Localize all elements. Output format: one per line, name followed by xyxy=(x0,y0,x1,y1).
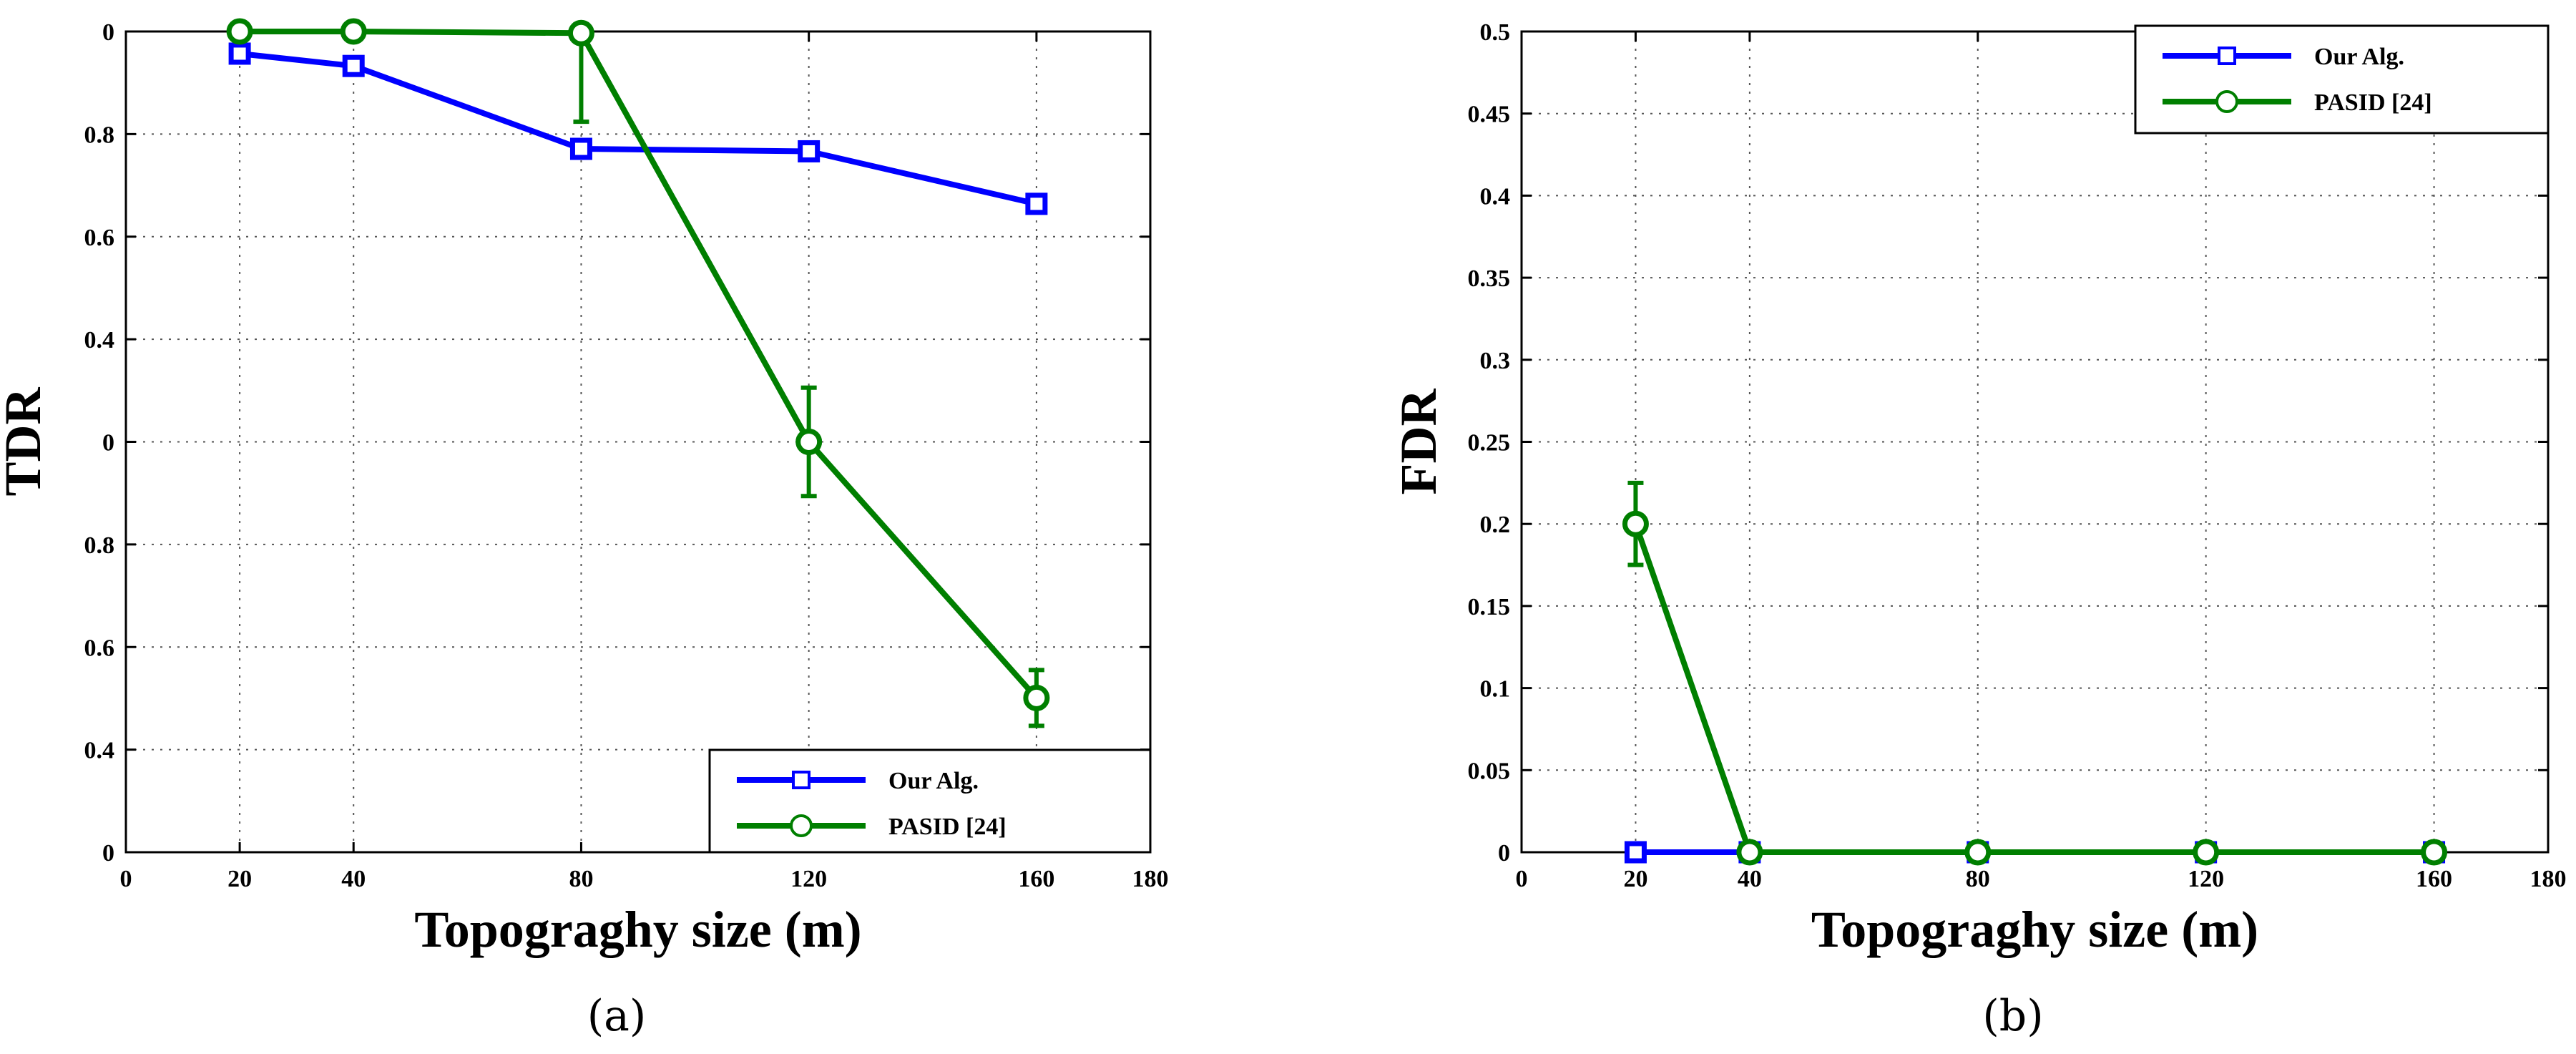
y-tick-label: 0.8 xyxy=(84,532,115,559)
y-tick-label: 0.35 xyxy=(1468,265,1511,292)
y-tick-label: 0.4 xyxy=(1480,183,1511,210)
y-tick-label: 0.05 xyxy=(1468,758,1511,784)
panel-a-chart: 0 20 40 80 120 160 180 0 0.4 0.6 0.8 0 0.4 0.6 0.8 0 Top… xyxy=(0,18,1169,1041)
y-tick-label: 0.15 xyxy=(1468,594,1511,620)
y-tick-label: 0.2 xyxy=(1480,512,1511,538)
y-tick-label: 0.6 xyxy=(84,225,115,251)
legend-label: Our Alg. xyxy=(2314,44,2404,70)
x-axis-title: Topograghy size (m) xyxy=(1811,901,2258,958)
data-point-square xyxy=(342,54,365,77)
data-point-circle xyxy=(1622,510,1649,537)
legend-box xyxy=(2134,24,2550,135)
x-tick-label: 20 xyxy=(1623,866,1647,892)
legend-marker-circle xyxy=(790,814,813,837)
y-tick-label: 0.45 xyxy=(1468,102,1511,128)
data-point-circle xyxy=(1964,839,1992,866)
legend-label: PASID [24] xyxy=(888,814,1007,840)
y-tick-label: 0.3 xyxy=(1480,348,1511,374)
y-tick-label: 0 xyxy=(102,430,114,457)
y-tick-label: 0 xyxy=(102,840,114,867)
legend-marker-square xyxy=(2218,47,2236,65)
y-tick-label: 0 xyxy=(102,19,114,46)
data-point-square xyxy=(1624,841,1647,864)
y-tick-label: 0.8 xyxy=(84,122,115,148)
y-tick-label: 0.25 xyxy=(1468,430,1511,457)
legend-label: Our Alg. xyxy=(888,768,979,794)
x-tick-label: 120 xyxy=(790,866,827,892)
legend-label: PASID [24] xyxy=(2314,89,2432,116)
y-tick-label: 0.6 xyxy=(84,635,115,661)
data-point-square xyxy=(569,137,592,160)
legend-marker-circle xyxy=(2215,90,2238,113)
data-point-square xyxy=(1025,192,1048,215)
data-point-circle xyxy=(2421,839,2448,866)
x-tick-label: 180 xyxy=(2530,866,2567,892)
panel-caption: (b) xyxy=(1982,991,2043,1041)
legend-box xyxy=(708,748,1152,854)
y-tick-label: 0.1 xyxy=(1480,676,1511,703)
x-tick-label: 20 xyxy=(227,866,252,892)
data-point-circle xyxy=(567,19,594,47)
series-line xyxy=(237,29,1039,701)
y-axis-title: TDR xyxy=(0,386,52,496)
data-point-circle xyxy=(2193,839,2220,866)
data-point-circle xyxy=(795,429,823,455)
x-tick-label: 120 xyxy=(2188,866,2224,892)
y-tick-label: 0.5 xyxy=(1480,19,1511,46)
plot-frame xyxy=(124,30,1152,854)
data-point-circle xyxy=(340,18,367,45)
data-point-circle xyxy=(226,18,253,45)
x-axis-title: Topograghy size (m) xyxy=(414,901,861,958)
data-point-square xyxy=(228,42,251,65)
panel-b-chart: 0 20 40 80 120 160 180 0 0.05 0.1 0.15 0.2 0.25 0.3 0.… xyxy=(1390,19,2567,1041)
x-tick-label: 40 xyxy=(1738,866,1762,892)
y-tick-label: 0 xyxy=(1498,840,1510,867)
plot-frame xyxy=(1520,30,2550,854)
panel-caption: (a) xyxy=(587,991,647,1041)
y-tick-label: 0.4 xyxy=(84,738,115,764)
y-axis-title: FDR xyxy=(1390,389,1447,495)
x-tick-label: 0 xyxy=(120,866,132,892)
x-tick-label: 40 xyxy=(341,866,366,892)
x-tick-label: 80 xyxy=(569,866,593,892)
legend-marker-square xyxy=(792,771,810,789)
y-tick-label: 0.4 xyxy=(84,327,115,353)
x-tick-label: 160 xyxy=(2416,866,2452,892)
data-point-circle xyxy=(1023,684,1050,711)
x-tick-label: 160 xyxy=(1018,866,1054,892)
data-point-circle xyxy=(1736,839,1763,866)
x-tick-label: 180 xyxy=(1132,866,1169,892)
x-tick-label: 80 xyxy=(1966,866,1990,892)
data-point-square xyxy=(798,140,821,162)
x-tick-label: 0 xyxy=(1516,866,1528,892)
